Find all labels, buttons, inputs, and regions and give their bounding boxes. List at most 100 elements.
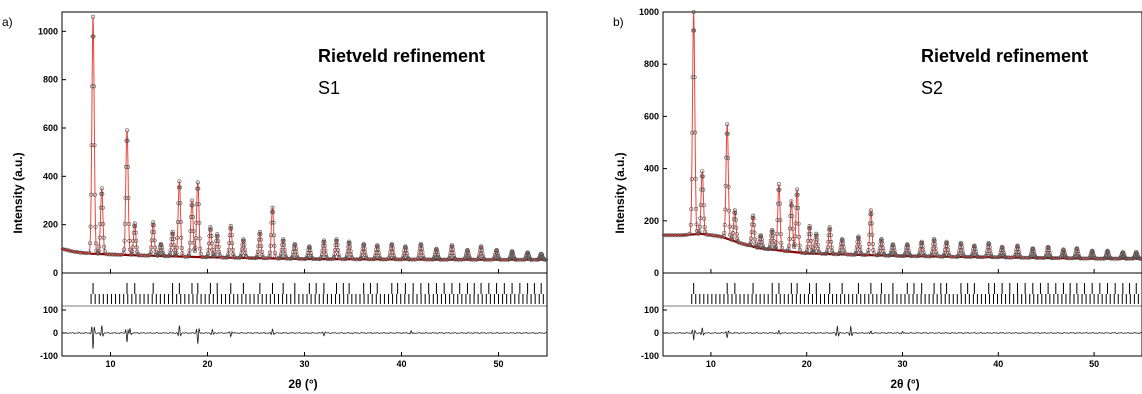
observed-point [346, 244, 351, 249]
observed-point [869, 212, 874, 217]
observed-point [694, 206, 699, 211]
observed-point [773, 245, 778, 250]
observed-point [254, 255, 259, 260]
observed-point [700, 174, 705, 179]
observed-point [304, 256, 309, 261]
observed-point [208, 227, 213, 232]
observed-point [99, 186, 104, 191]
observed-point [332, 252, 337, 257]
observed-point [131, 230, 136, 235]
observed-point [793, 234, 798, 239]
observed-point [831, 252, 836, 257]
observed-point [723, 207, 728, 212]
observed-point [787, 236, 792, 241]
observed-point [725, 131, 730, 136]
observed-point [210, 247, 215, 252]
observed-point [152, 230, 157, 235]
observed-point [129, 251, 134, 256]
y-tick-label: 1000 [38, 26, 58, 36]
observed-point [135, 249, 140, 254]
observed-point [775, 201, 780, 206]
observed-point [442, 257, 447, 262]
observed-point [514, 257, 519, 262]
observed-point [799, 250, 804, 255]
observed-point [1013, 254, 1018, 259]
observed-point [239, 247, 244, 252]
observed-point [188, 240, 193, 245]
observed-point [887, 253, 892, 258]
observed-point [969, 254, 974, 259]
observed-point [381, 257, 386, 262]
observed-point [931, 242, 936, 247]
observed-point [390, 246, 395, 251]
observed-point [716, 234, 721, 239]
observed-point [258, 237, 263, 242]
observed-point [1113, 256, 1118, 261]
observed-point [542, 257, 547, 262]
observed-point [907, 251, 912, 256]
observed-point [790, 214, 795, 219]
observed-point [947, 254, 952, 259]
observed-point [773, 246, 778, 251]
observed-point [226, 252, 231, 257]
observed-point [776, 182, 781, 187]
observed-point [468, 257, 473, 262]
observed-point [866, 241, 871, 246]
observed-point [771, 238, 776, 243]
observed-point [929, 252, 934, 257]
observed-point [467, 256, 472, 261]
observed-point [926, 254, 931, 259]
observed-point [169, 237, 174, 242]
observed-point [906, 245, 911, 250]
observed-point [169, 243, 174, 248]
observed-point [175, 235, 180, 240]
observed-point [261, 256, 266, 261]
observed-point [1016, 250, 1021, 255]
observed-point [797, 243, 802, 248]
observed-point [517, 257, 522, 262]
observed-points [60, 14, 548, 262]
observed-point [197, 236, 202, 241]
observed-point [796, 234, 801, 239]
observed-point [419, 246, 424, 251]
observed-point [378, 257, 383, 262]
observed-point [902, 253, 907, 258]
observed-point [282, 242, 287, 247]
observed-point [987, 242, 992, 247]
observed-point [98, 205, 103, 210]
observed-point [239, 253, 244, 258]
observed-point [447, 254, 452, 259]
observed-point [186, 254, 191, 259]
observed-point [1059, 254, 1064, 259]
observed-point [755, 245, 760, 250]
observed-point [829, 245, 834, 250]
observed-point [805, 248, 810, 253]
observed-point [168, 248, 173, 253]
panel-a: a) Rietveld refinement S1 Intensity (a.u… [2, 11, 548, 391]
observed-point [1105, 248, 1110, 253]
observed-point [403, 245, 408, 250]
observed-point [828, 233, 833, 238]
observed-point [733, 217, 738, 222]
observed-point [664, 233, 669, 238]
observed-point [792, 242, 797, 247]
observed-point [933, 246, 938, 251]
observed-point [692, 28, 697, 33]
observed-point [815, 237, 820, 242]
observed-point [335, 243, 340, 248]
observed-point [375, 244, 380, 249]
x-tick-label: 10 [706, 359, 716, 369]
observed-point [785, 249, 790, 254]
observed-point [217, 252, 222, 257]
observed-point [789, 199, 794, 204]
observed-point [917, 250, 922, 255]
observed-point [273, 254, 278, 259]
observed-point [933, 250, 938, 255]
observed-point [751, 223, 756, 228]
observed-point [1009, 255, 1014, 260]
observed-point [752, 230, 757, 235]
observed-point [769, 233, 774, 238]
observed-point [94, 248, 99, 253]
observed-point [828, 227, 833, 232]
observed-point [407, 257, 412, 262]
